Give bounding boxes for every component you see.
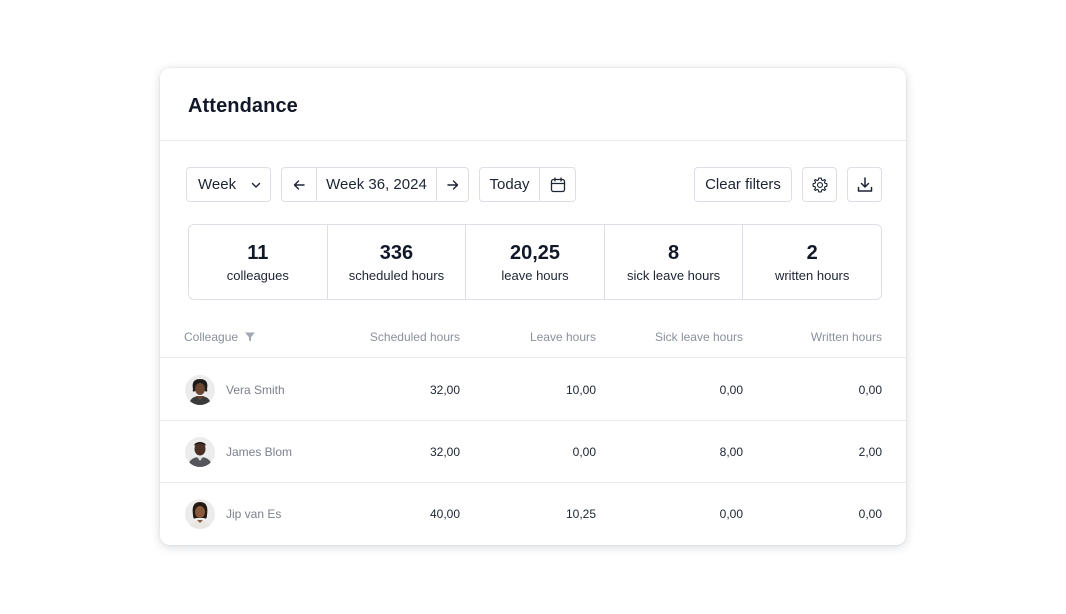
stat-label: written hours — [774, 267, 850, 283]
today-button[interactable]: Today — [480, 168, 539, 201]
stat-leave-hours: 20,25 leave hours — [465, 225, 604, 299]
week-label[interactable]: Week 36, 2024 — [316, 168, 436, 201]
stat-sick-leave-hours: 8 sick leave hours — [603, 225, 743, 299]
page-title: Attendance — [188, 94, 298, 117]
colleague-cell: Jip van Es — [185, 483, 281, 545]
attendance-card: Attendance Week Week 36, 2024 — [160, 68, 906, 545]
column-header-label: Colleague — [184, 329, 239, 344]
download-icon — [856, 176, 874, 194]
column-header-label: Written hours — [810, 329, 882, 344]
today-group: Today — [479, 167, 576, 202]
stat-value: 336 — [379, 241, 414, 264]
scheduled-hours-cell: 32,00 — [429, 382, 460, 397]
stat-written-hours: 2 written hours — [742, 225, 881, 299]
column-header-written-hours: Written hours — [743, 316, 882, 357]
period-select-value: Week — [198, 176, 237, 193]
download-button[interactable] — [847, 167, 882, 202]
stat-label: colleagues — [226, 267, 289, 283]
written-hours-cell: 0,00 — [858, 507, 882, 521]
arrow-left-icon — [292, 178, 306, 192]
week-navigator: Week 36, 2024 — [281, 167, 469, 202]
colleague-cell: Vera Smith — [185, 359, 285, 420]
arrow-right-icon — [446, 178, 460, 192]
settings-button[interactable] — [802, 167, 837, 202]
avatar — [185, 499, 215, 529]
column-header-label: Leave hours — [529, 329, 596, 344]
sick-leave-hours-cell: 0,00 — [719, 507, 743, 521]
leave-hours-cell: 10,00 — [565, 382, 596, 397]
card-header: Attendance — [160, 68, 906, 141]
leave-hours-cell: 10,25 — [565, 507, 596, 521]
column-header-leave-hours: Leave hours — [460, 316, 596, 357]
gear-icon — [811, 176, 829, 194]
toolbar: Week Week 36, 2024 Tod — [186, 167, 882, 202]
column-header-scheduled-hours: Scheduled hours — [310, 316, 460, 357]
written-hours-cell: 0,00 — [858, 382, 882, 397]
colleague-name: Jip van Es — [226, 507, 282, 521]
next-week-button[interactable] — [436, 168, 468, 201]
clear-filters-label: Clear filters — [705, 176, 781, 193]
stat-value: 2 — [806, 241, 818, 264]
chevron-down-icon — [250, 179, 262, 191]
stat-value: 8 — [668, 241, 680, 264]
colleague-cell: James Blom — [185, 421, 292, 482]
colleague-name: Vera Smith — [226, 382, 285, 397]
stat-scheduled-hours: 336 scheduled hours — [326, 225, 466, 299]
table-row[interactable]: Vera Smith 32,00 10,00 0,00 0,00 — [160, 359, 906, 421]
avatar — [185, 374, 215, 405]
filter-icon[interactable] — [244, 331, 256, 343]
leave-hours-cell: 0,00 — [572, 444, 596, 459]
column-header-label: Sick leave hours — [654, 329, 743, 344]
avatar — [185, 436, 215, 467]
stat-label: sick leave hours — [626, 267, 721, 283]
column-header-label: Scheduled hours — [369, 329, 460, 344]
scheduled-hours-cell: 40,00 — [429, 507, 460, 521]
written-hours-cell: 2,00 — [858, 444, 882, 459]
previous-week-button[interactable] — [282, 168, 316, 201]
column-header-sick-leave-hours: Sick leave hours — [596, 316, 743, 357]
table-header: Colleague Scheduled hours Leave hours Si… — [160, 316, 906, 358]
sick-leave-hours-cell: 8,00 — [719, 444, 743, 459]
sick-leave-hours-cell: 0,00 — [719, 382, 743, 397]
table-row[interactable]: James Blom 32,00 0,00 8,00 2,00 — [160, 421, 906, 483]
stat-colleagues: 11 colleagues — [189, 225, 327, 299]
stat-value: 11 — [247, 241, 269, 264]
table-row[interactable]: Jip van Es 40,00 10,25 0,00 0,00 — [160, 483, 906, 545]
colleague-name: James Blom — [226, 444, 293, 459]
week-label-text: Week 36, 2024 — [326, 176, 427, 193]
clear-filters-button[interactable]: Clear filters — [694, 167, 792, 202]
scheduled-hours-cell: 32,00 — [429, 444, 460, 459]
stat-label: scheduled hours — [348, 267, 445, 283]
stat-label: leave hours — [501, 267, 569, 283]
period-select[interactable]: Week — [186, 167, 271, 202]
stat-value: 20,25 — [509, 241, 561, 264]
summary-stats: 11 colleagues 336 scheduled hours 20,25 … — [188, 224, 882, 300]
today-button-label: Today — [489, 176, 530, 193]
calendar-icon — [550, 176, 566, 193]
column-header-colleague[interactable]: Colleague — [184, 316, 256, 357]
calendar-button[interactable] — [539, 168, 575, 201]
